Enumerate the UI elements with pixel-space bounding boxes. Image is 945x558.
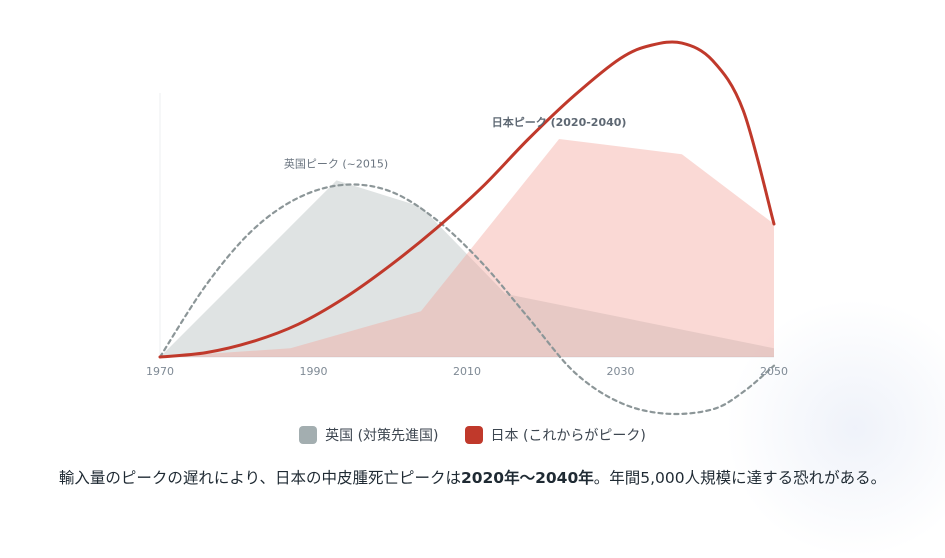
area-series-japan [160,139,774,357]
area-series-uk [160,180,774,357]
caption-text-pre: 輸入量のピークの遅れにより、日本の中皮腫死亡ピークは [58,469,461,487]
caption-text-post: 。年間5,000人規模に達する恐れがある。 [593,469,887,487]
caption-text-bold: 2020年〜2040年 [460,469,594,487]
x-tick-label: 1970 [146,365,174,378]
legend-item-japan[interactable]: 日本 (これからがピーク) [464,425,646,445]
trend-curve-japan [158,40,776,359]
x-tick-label: 2050 [760,365,788,378]
legend-label-japan: 日本 (これからがピーク) [490,428,646,444]
x-tick-label: 2010 [453,365,481,378]
legend-swatch-uk [299,426,318,444]
x-tick-label: 1990 [300,365,328,378]
legend-item-uk[interactable]: 英国 (対策先進国) [299,425,439,445]
legend-swatch-japan [464,426,483,444]
x-tick-label: 2030 [607,365,635,378]
annotation-japan-peak: 日本ピーク (2020-2040) [492,115,627,129]
chart-legend: 英国 (対策先進国) 日本 (これからがピーク) [0,425,945,445]
mesothelioma-peak-chart: 1970 1990 2010 2030 2050 英国ピーク (~2015) 日本ピーク (… [146,40,788,416]
annotation-uk-peak: 英国ピーク (~2015) [284,156,388,170]
trend-curve-uk [158,183,776,416]
legend-label-uk: 英国 (対策先進国) [325,428,439,444]
chart-caption: 輸入量のピークの遅れにより、日本の中皮腫死亡ピークは2020年〜2040年。年間… [0,466,945,488]
